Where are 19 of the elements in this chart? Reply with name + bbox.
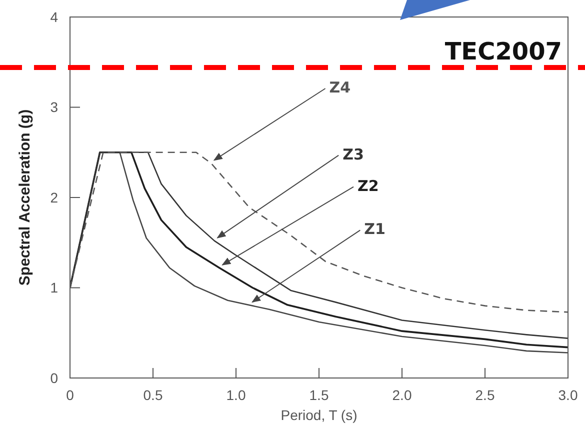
text: Z4 bbox=[329, 78, 351, 96]
x-tick-label: 1.5 bbox=[309, 386, 329, 403]
ref-line-label: TEC2007 bbox=[444, 38, 562, 66]
text: Z3 bbox=[342, 145, 364, 164]
text: Z1 bbox=[364, 220, 386, 238]
x-tick-label: 2.0 bbox=[392, 386, 412, 403]
y-tick-label: 1 bbox=[50, 280, 58, 296]
x-axis-title: Period, T (s) bbox=[280, 407, 358, 423]
x-tick-label: 0 bbox=[66, 386, 74, 403]
y-tick-label: 3 bbox=[50, 99, 58, 116]
text: Z2 bbox=[358, 176, 379, 195]
x-tick-label: 3.0 bbox=[558, 386, 578, 403]
x-tick-label: 2.5 bbox=[475, 386, 495, 403]
x-tick-label: 0.5 bbox=[143, 386, 163, 403]
y-tick-label: 0 bbox=[50, 370, 58, 386]
x-tick-label: 1.0 bbox=[226, 386, 246, 403]
y-tick-label: 2 bbox=[50, 189, 58, 206]
y-tick-label: 4 bbox=[50, 8, 58, 25]
y-axis-title: Spectral Acceleration (g) bbox=[16, 109, 34, 286]
